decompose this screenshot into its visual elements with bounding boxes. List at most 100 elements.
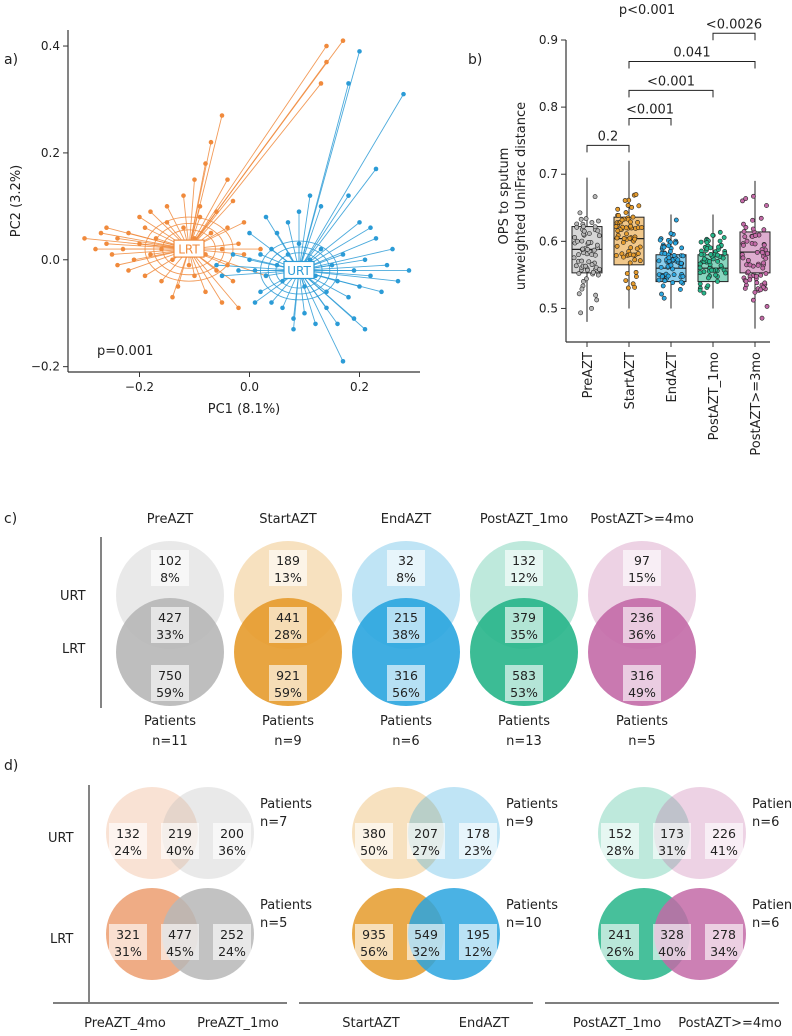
pcoa-point-urt [373,236,379,241]
venn-d-label-left: PreAZT_4mo [84,1016,166,1031]
pcoa-point-urt [236,268,241,273]
boxplot-point [633,192,639,197]
boxplot-category-label: StartAZT [623,352,638,410]
venn-d-patients-n: n=10 [506,916,542,931]
boxplot-point [697,261,703,267]
venn-c-lrt-only-percent: 53% [510,685,538,700]
venn-d-lrt-shared-percent: 40% [658,944,686,959]
venn-c-4: PostAZT>=4mo 97 15% 236 36% 316 49% Patients n=5 [588,512,696,749]
boxplot-bracket [628,118,672,126]
boxplot-bracket-label: <0.0026 [706,17,762,32]
pcoa-x-tick-label: 0.2 [350,380,369,394]
venn-c-urt-only-count: 189 [276,553,300,568]
boxplot-point [597,266,602,272]
pcoa-ellipse-lrt [144,216,234,282]
pcoa-point-urt [285,220,291,225]
venn-c-shared-count: 236 [630,610,654,625]
boxplot-point [715,252,720,258]
pcoa-point-lrt [170,257,175,263]
venn-c-title: PostAZT_1mo [480,512,568,527]
boxplot-point [624,231,629,237]
pcoa-point-lrt [241,220,247,225]
venn-d-group-1: 380 50% 207 27% 178 23% Patients n=9 935 56% 549 32… [299,787,558,1031]
pcoa-spider-line [188,61,327,250]
venn-c-urt-only-bg [269,550,307,586]
venn-d-lrt-left-only-percent: 31% [114,944,142,959]
venn-d-urt-right-only-count: 178 [466,826,490,841]
pcoa-ellipse-urt [267,246,331,295]
pcoa-point-lrt [137,241,142,247]
pcoa-point-urt [302,310,307,316]
pcoa-point-urt [258,289,263,295]
boxplot-point [620,240,626,245]
pcoa-centroid-label-lrt: LRT [178,243,200,257]
boxplot-point [741,229,747,234]
pcoa-point-urt [357,220,362,225]
pcoa-point-urt [318,204,324,209]
boxplot-point [761,242,767,248]
venn-d-lrt-right-only-bg [459,924,497,960]
boxplot-point [717,238,723,244]
venn-d-lrt-left-only-percent: 26% [606,944,634,959]
pcoa-y-tick-label: −0.2 [31,360,60,374]
boxplot-point [632,236,638,242]
boxplot-point [763,271,769,276]
venn-d-urt-right-only-percent: 41% [710,843,738,858]
venn-d-patients-label: Patients [506,797,558,812]
boxplot-point [709,267,715,273]
venn-d-patients-label: Patients [506,898,558,913]
pcoa-point-urt [395,278,401,284]
pcoa-point-urt [219,273,225,279]
pcoa-point-lrt [126,230,131,236]
boxplot-point [589,262,595,268]
pcoa-spider-line [188,179,195,250]
boxplot-point [708,252,714,257]
pcoa-point-lrt [225,262,230,268]
boxplot-bracket [628,89,714,98]
boxplot-point [634,246,640,252]
venn-c-lrt-only-bg [387,665,425,701]
pcoa-point-urt [291,326,296,332]
venn-c-shared-bg [505,607,543,643]
venn-d-urt-shared-bg [653,823,691,859]
pcoa-point-lrt [181,225,186,231]
pcoa-point-lrt [241,252,247,257]
pcoa-y-tick-label: 0.4 [41,39,60,53]
boxplot-point [698,239,704,245]
pcoa-point-lrt [159,246,164,252]
venn-d-lrt-right-only-percent: 24% [218,944,246,959]
boxplot-point [595,228,601,234]
pcoa-point-lrt [148,209,153,214]
boxplot-point [678,279,684,285]
pcoa-point-lrt [109,252,115,257]
pcoa-point-urt [324,305,329,311]
pcoa-spider-line [298,270,338,325]
venn-d-patients-n: n=7 [260,815,287,830]
boxplot-point [580,246,586,252]
boxplot-point [596,218,601,224]
boxplot-point [673,217,679,223]
pcoa-point-lrt [236,241,241,247]
boxplot-point [760,250,765,255]
venn-c-shared-bg [269,607,307,643]
pcoa-point-lrt [219,113,225,118]
boxplot-point [594,297,600,303]
boxplot-point [701,290,707,296]
venn-c-patients-label: Patients [262,714,314,729]
pcoa-point-lrt [153,236,159,241]
venn-c-urt-only-count: 32 [398,553,414,568]
boxplot-bracket [586,144,630,153]
pcoa-x-label: PC1 (8.1%) [208,402,281,417]
boxplot-point [656,258,662,264]
boxplot-point [629,204,635,210]
pcoa-spider-line [188,248,239,309]
boxplot-y-tick-label: 0.5 [539,301,558,315]
pcoa-y-tick-label: 0.2 [41,146,60,160]
venn-d-lrt-left-only-bg [601,924,639,960]
panel-label-d: d) [4,758,18,774]
pcoa-point-lrt [148,252,153,257]
pcoa-point-lrt [126,268,131,273]
boxplot-point [589,305,594,311]
pcoa-point-lrt [324,43,329,49]
boxplot-point [613,224,619,229]
